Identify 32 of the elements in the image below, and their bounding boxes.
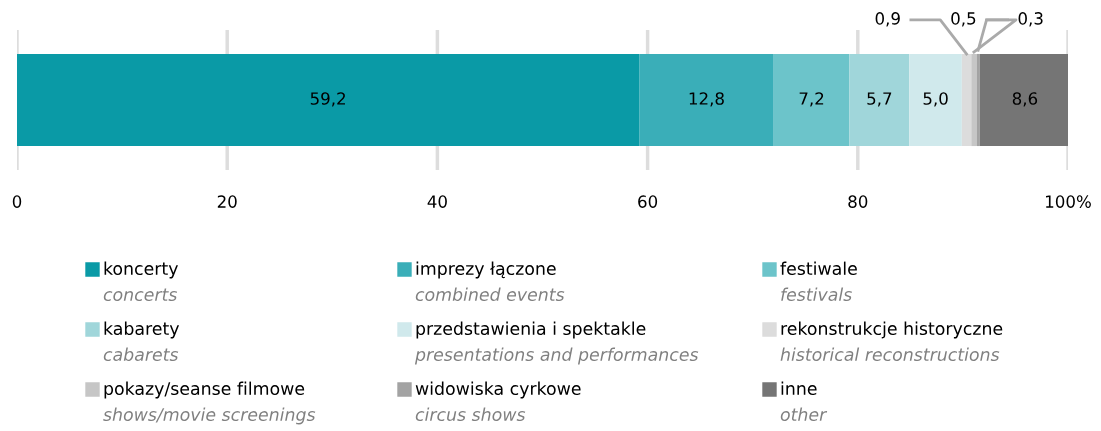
legend-label: przedstawienia i spektakle presentations and performances: [414, 321, 699, 365]
bar: [976, 53, 980, 147]
bar: [17, 53, 640, 147]
data-label: 59,2: [310, 92, 345, 107]
x-tick-label: 80: [848, 195, 868, 208]
data-label: 0,5: [951, 12, 976, 27]
legend-label: koncerty concerts: [103, 261, 178, 302]
legend-label: inne other: [780, 381, 828, 422]
bar: [773, 53, 850, 147]
x-tick-label: 40: [427, 195, 447, 208]
bar: [639, 53, 774, 147]
bar: [971, 53, 977, 147]
x-tick-label: 20: [217, 195, 237, 208]
x-tick-label: 100%: [1046, 195, 1091, 208]
legend-label: imprezy łączone combined events: [415, 261, 565, 302]
data-label: 5,7: [867, 92, 892, 107]
data-label: 8,6: [1012, 92, 1038, 107]
data-label: 12,8: [689, 92, 724, 107]
legend-label: rekonstrukcje historyczne historical reconstructions: [780, 321, 1003, 362]
x-tick-label: 0: [12, 195, 22, 208]
data-label: 0,9: [875, 12, 900, 27]
legend-label: festiwale festivals: [780, 261, 857, 302]
x-tick-label: 60: [638, 195, 658, 208]
data-label: 5,0: [923, 92, 948, 107]
legend-label: kabarety cabarets: [103, 321, 180, 362]
legend-label: pokazy/seanse filmowe shows/movie screenings: [103, 381, 316, 425]
data-label: 7,2: [799, 92, 824, 107]
bar: [909, 53, 962, 147]
bar: [849, 53, 910, 147]
data-label: 0,3: [1018, 12, 1043, 27]
bar: [961, 53, 972, 147]
legend-label: widowiska cyrkowe circus shows: [415, 381, 581, 422]
